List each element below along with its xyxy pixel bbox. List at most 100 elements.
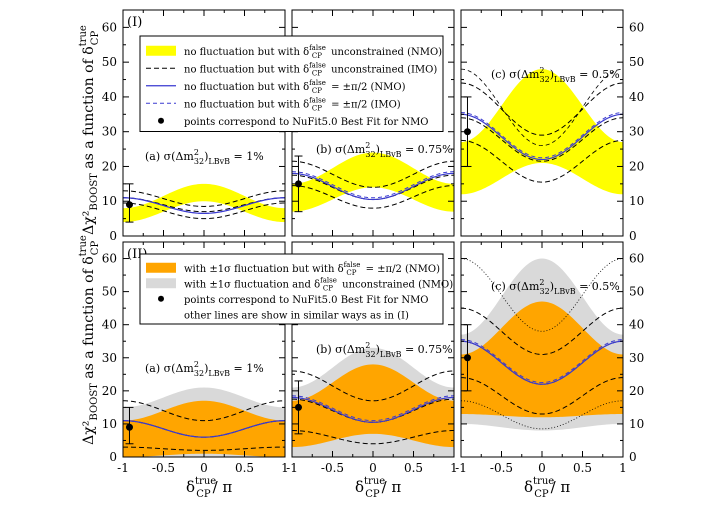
- y-tick-label: 30: [102, 351, 117, 365]
- x-tick-label: 1: [450, 461, 458, 475]
- blue-dash-line: [461, 112, 623, 159]
- blue-solid-line: [292, 396, 454, 423]
- x-tick-label: 0: [369, 461, 377, 475]
- y-tick-label: 0: [109, 450, 117, 464]
- x-tick-label: 0: [538, 461, 546, 475]
- y-tick-label: 30: [629, 125, 644, 139]
- y-title-sup: true: [78, 235, 89, 256]
- legend-entry: no fluctuation but with δfalse CP unconst…: [146, 44, 442, 60]
- black-dash-line: [461, 139, 623, 183]
- y-title-main: Δχ²: [81, 211, 97, 235]
- legend-label: points correspond to NuFit5.0 Best Fit f…: [184, 295, 429, 306]
- y-tick-label: 40: [102, 90, 117, 104]
- x-tick-label: -1: [286, 461, 298, 475]
- y-tick-label: 30: [629, 351, 644, 365]
- black-dash-line: [292, 430, 454, 445]
- black-dash-line: [292, 160, 454, 188]
- legend-entry: with ±1σ fluctuation but with δfalse CP =…: [146, 261, 440, 277]
- black-dash-line: [292, 174, 454, 200]
- legend-label: no fluctuation but with δfalse CP unconst…: [184, 44, 442, 60]
- legend-swatch: [146, 262, 176, 273]
- data-point: [294, 403, 302, 411]
- y-tick-label: 0: [109, 229, 117, 243]
- legend-entry: no fluctuation but with δfalse CP = ±π/2 …: [146, 96, 401, 112]
- panel-label-b: (b) σ(Δm2 32)LBvB = 0.75%: [316, 141, 453, 159]
- x-tick-label: 0: [200, 461, 208, 475]
- y-tick-label: 30: [102, 125, 117, 139]
- black-dash-line: [461, 307, 623, 355]
- y-tick-label: 10: [629, 417, 644, 431]
- black-dash-line: [123, 400, 285, 422]
- yellow-band: [461, 69, 623, 195]
- legend-entry: points correspond to NuFit5.0 Best Fit f…: [158, 117, 429, 128]
- blue-solid-line: [123, 420, 285, 438]
- y-tick-label: 50: [629, 55, 644, 69]
- black-dash-line: [123, 190, 285, 207]
- y-title-sub: BOOST: [89, 383, 100, 421]
- x-tick-label: -0.5: [321, 461, 344, 475]
- legend-swatch: [146, 278, 176, 289]
- y-tick-label: 20: [102, 384, 117, 398]
- legend-label: other lines are show in similar ways as …: [184, 310, 409, 321]
- x-tick-label: 0.5: [573, 461, 592, 475]
- x-tick-label: 0.5: [235, 461, 254, 475]
- y-tick-label: 40: [629, 318, 644, 332]
- blue-solid-line: [123, 197, 285, 215]
- legend-label: with ±1σ fluctuation but with δfalse CP =…: [184, 261, 440, 277]
- x-axis-title: δtrue CP / π: [355, 476, 401, 500]
- panel-label-b: (b) σ(Δm2 32)LBvB = 0.75%: [316, 341, 453, 359]
- y-tick-label: 60: [629, 20, 644, 34]
- y-tick-label: 60: [102, 20, 117, 34]
- black-dash-line: [292, 185, 454, 209]
- orange-band: [123, 400, 285, 457]
- legend-label: no fluctuation but with δfalse CP unconst…: [184, 61, 437, 77]
- blue-dash-line: [292, 171, 454, 199]
- legend-entry: points correspond to NuFit5.0 Best Fit f…: [158, 295, 429, 306]
- x-tick-label: 0.5: [404, 461, 423, 475]
- data-point: [125, 201, 133, 209]
- legend-bottom: with ±1σ fluctuation but with δfalse CP =…: [139, 253, 453, 325]
- legend-label: no fluctuation but with δfalse CP = ±π/2 …: [184, 96, 401, 112]
- legend-label: points correspond to NuFit5.0 Best Fit f…: [184, 117, 429, 128]
- y-tick-label: 0: [629, 450, 637, 464]
- y-title-main: Δχ²: [81, 421, 97, 445]
- y-tick-label: 40: [102, 318, 117, 332]
- panel-IIb: -1 -0.5 0 0.5 1 (b) σ(Δm2 32)LBvB = 0.75%: [286, 241, 458, 475]
- legend-entry: no fluctuation but with δfalse CP unconst…: [146, 61, 437, 77]
- legend-entry: no fluctuation but with δfalse CP = ±π/2 …: [146, 79, 406, 95]
- panel-label-c: (c) σ(Δm2 32)LBvB = 0.5%: [491, 278, 620, 296]
- row-label: (I): [127, 15, 142, 30]
- y-axis-title-top: Δχ²BOOST as a function of δtrueCP: [78, 25, 101, 235]
- x-axis-titles: δtrue CP / π δtrue CP / π δtrue CP / π: [186, 476, 570, 500]
- y-tick-label: 10: [102, 417, 117, 431]
- black-dash-line: [123, 202, 285, 220]
- legend-swatch: [158, 295, 164, 302]
- panel-Ib: (b) σ(Δm2 32)LBvB = 0.75%: [291, 9, 455, 237]
- panel-label-a: (a) σ(Δm2 32)LBvB = 1%: [145, 148, 264, 166]
- svg-text:Δχ²BOOST as a function of δtru: Δχ²BOOST as a function of δtrueCP: [78, 235, 101, 445]
- y-tick-label: 50: [102, 285, 117, 299]
- y-tick-label: 0: [629, 229, 637, 243]
- panel-Ic: 0 10 20 30 40 50 60 (c) σ(Δm2 32)LBvB = 0.5%: [460, 9, 644, 243]
- legend-label: with ±1σ fluctuation and δfalse CP uncons…: [184, 276, 453, 292]
- data-point: [294, 180, 302, 188]
- legend-box: [139, 253, 444, 325]
- orange-band: [461, 301, 623, 418]
- black-dash-line: [461, 377, 623, 415]
- y-tick-label: 50: [629, 285, 644, 299]
- legend-box: [139, 35, 444, 132]
- y-title-sup: true: [78, 25, 89, 46]
- black-dash-line: [461, 82, 623, 136]
- x-axis-title: δtrue CP / π: [186, 476, 232, 500]
- x-axis-title: δtrue CP / π: [524, 476, 570, 500]
- y-tick-label: 60: [102, 252, 117, 266]
- legend-entry: other lines are show in similar ways as …: [184, 310, 409, 321]
- legend-entry: with ±1σ fluctuation and δfalse CP uncons…: [146, 276, 453, 292]
- data-point: [463, 128, 471, 136]
- y-title-sub: BOOST: [89, 173, 100, 211]
- blue-dash-line: [461, 339, 623, 384]
- blue-solid-line: [461, 340, 623, 385]
- panel-IIa: 0 10 20 30 40 50 60 -1 -0.5 0 0.5 1 (a) σ(Δm2 32)LBvB…: [102, 241, 289, 475]
- blue-dash-line: [292, 395, 454, 422]
